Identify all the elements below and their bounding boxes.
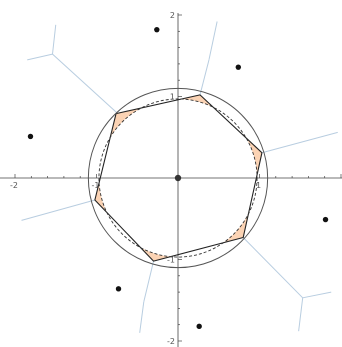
site-point	[322, 216, 329, 223]
voronoi-edge	[199, 59, 210, 95]
voronoi-edge	[27, 53, 53, 61]
y-tick-label: 2	[170, 11, 175, 20]
voronoi-edge	[261, 131, 338, 154]
voronoi-edge	[302, 291, 332, 299]
voronoi-edge	[298, 297, 304, 332]
site-point	[196, 323, 202, 330]
x-tick-label: -1	[92, 181, 100, 190]
voronoi-edge	[208, 21, 218, 60]
x-tick-label: -2	[10, 181, 18, 190]
y-tick-label: -2	[167, 337, 175, 346]
voronoi-edge	[242, 237, 304, 299]
y-tick-label: -1	[167, 256, 175, 265]
site-point	[115, 286, 122, 292]
outer-circle	[87, 87, 269, 269]
site-point	[235, 64, 242, 70]
origin-point	[174, 174, 182, 182]
x-tick-label: 1	[256, 181, 261, 190]
circles	[87, 87, 269, 269]
inner-dashed-circle	[98, 98, 258, 258]
y-tick-label: 1	[170, 93, 175, 102]
site-point	[27, 133, 34, 140]
tick-labels: -2 -1 1 2 1 -1 -2	[10, 11, 261, 346]
polygon-outline	[94, 94, 263, 262]
voronoi-edge	[52, 53, 118, 114]
site-points	[27, 26, 329, 330]
voronoi-edge	[143, 261, 155, 302]
site-point	[154, 26, 160, 33]
voronoi-edges	[21, 21, 338, 333]
voronoi-edge	[21, 199, 96, 221]
voronoi-edge	[139, 301, 145, 333]
voronoi-edge	[51, 24, 57, 55]
